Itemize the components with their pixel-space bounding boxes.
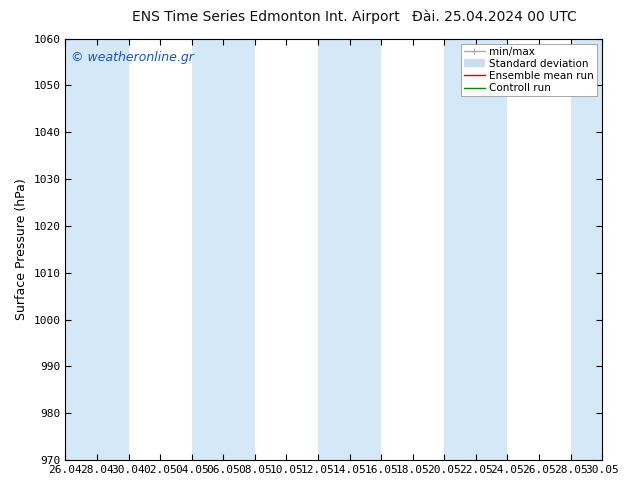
Bar [444, 39, 507, 460]
Y-axis label: Surface Pressure (hPa): Surface Pressure (hPa) [15, 178, 28, 320]
Bar [318, 39, 381, 460]
Text: ENS Time Series Edmonton Int. Airport: ENS Time Series Edmonton Int. Airport [133, 10, 400, 24]
Legend: min/max, Standard deviation, Ensemble mean run, Controll run: min/max, Standard deviation, Ensemble me… [461, 44, 597, 97]
Text: © weatheronline.gr: © weatheronline.gr [71, 51, 193, 64]
Bar [571, 39, 602, 460]
Bar [191, 39, 255, 460]
Text: Đài. 25.04.2024 00 UTC: Đài. 25.04.2024 00 UTC [412, 10, 577, 24]
Bar [65, 39, 129, 460]
